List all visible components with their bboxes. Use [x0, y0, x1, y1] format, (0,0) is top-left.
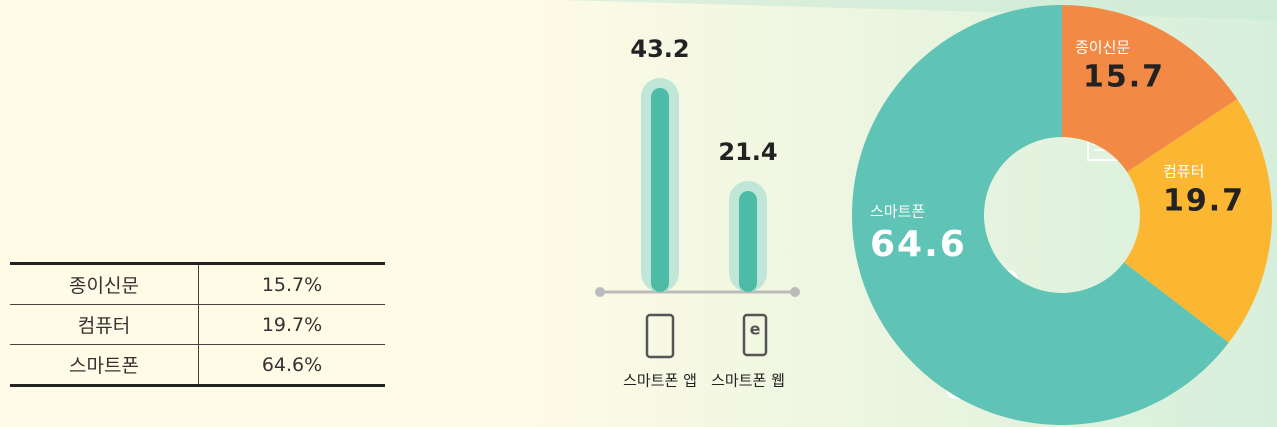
value-label: 43.2: [630, 35, 689, 63]
bar: [739, 190, 757, 292]
slice-label: 스마트폰: [870, 203, 925, 221]
bar: [651, 88, 669, 292]
phone-icon: [645, 313, 768, 359]
category-label: 스마트폰 앱: [623, 372, 697, 390]
table-cell: 64.6%: [261, 353, 323, 376]
slice-value: 64.6: [870, 224, 967, 265]
baseline-dot: [790, 287, 800, 297]
table-cell: 종이신문: [10, 263, 199, 305]
slice-value: 15.7: [1083, 60, 1165, 95]
web-icon: e: [750, 320, 761, 339]
table-cell: 스마트폰: [10, 344, 199, 386]
table-row: 컴퓨터 19.7%: [10, 304, 385, 345]
donut-slice: [852, 5, 1229, 426]
donut-slice: [1123, 99, 1273, 343]
slice-value: 19.7: [1163, 184, 1245, 219]
value-label: 21.4: [718, 138, 777, 166]
category-label: 스마트폰 웹: [711, 372, 785, 390]
table-row: 종이신문 15.7%: [10, 263, 385, 305]
data-table: 종이신문 15.7% 컴퓨터 19.7% 스마트폰 64.6%: [10, 262, 385, 387]
slice-label: 컴퓨터: [1163, 163, 1204, 181]
table-row: 스마트폰 64.6%: [10, 344, 385, 386]
slice-label: 종이신문: [1075, 39, 1130, 57]
donut-slice: [1062, 5, 1238, 172]
baseline-dot: [595, 287, 605, 297]
table-cell: 19.7%: [198, 304, 385, 345]
table-cell: 컴퓨터: [10, 304, 199, 345]
table-cell: 15.7%: [198, 263, 385, 305]
